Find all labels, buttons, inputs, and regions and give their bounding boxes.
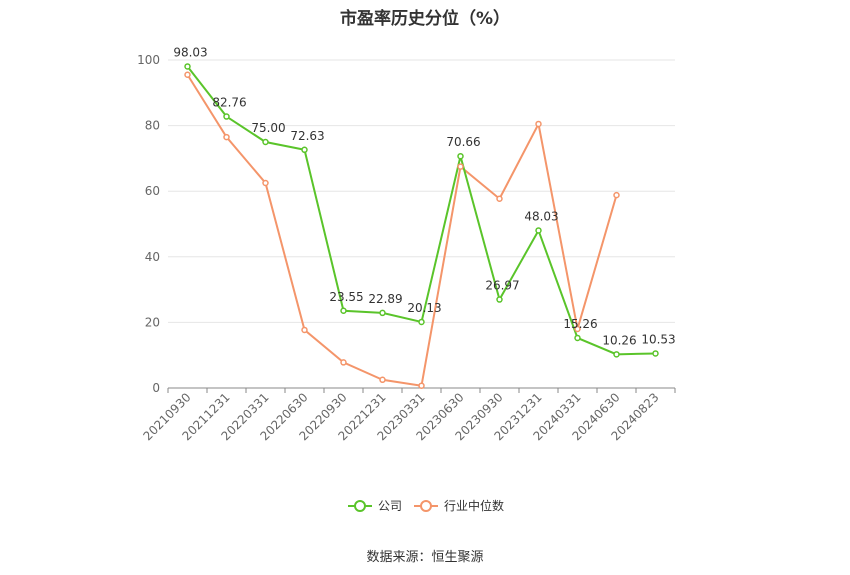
data-point: [418, 318, 425, 326]
y-tick-label: 20: [145, 315, 160, 329]
data-label: 70.66: [446, 135, 480, 149]
data-point: [496, 296, 503, 303]
legend-item: 公司: [348, 499, 402, 513]
y-tick-label: 60: [145, 184, 160, 198]
data-point: [574, 334, 581, 342]
legend-marker: [420, 500, 432, 512]
data-point: [496, 195, 503, 202]
y-tick-label: 100: [137, 53, 160, 67]
data-point: [457, 163, 464, 170]
data-point: [535, 120, 542, 128]
data-point: [652, 350, 659, 357]
data-label: 72.63: [290, 129, 324, 143]
data-point: [301, 326, 308, 334]
data-label: 75.00: [251, 121, 285, 135]
y-tick-label: 0: [152, 381, 160, 395]
data-point: [574, 325, 581, 333]
chart-title: 市盈率历史分位（%）: [339, 9, 511, 29]
data-point: [613, 351, 620, 358]
data-point: [457, 152, 464, 160]
y-tick-label: 80: [145, 119, 160, 133]
data-point: [535, 227, 542, 234]
legend-marker: [354, 500, 366, 512]
data-point: [262, 138, 269, 146]
data-point: [379, 309, 386, 317]
y-tick-label: 40: [145, 250, 160, 264]
y-axis: 0 20 40 60 80 100: [137, 53, 160, 395]
data-point: [184, 71, 191, 79]
data-point: [340, 307, 347, 315]
legend: 公司 行业中位数: [348, 498, 504, 513]
data-point: [340, 359, 347, 366]
data-label: 82.76: [212, 96, 246, 110]
data-source: 数据来源：恒生聚源: [366, 550, 484, 565]
data-label: 10.26: [602, 333, 636, 347]
series-line: [186, 74, 618, 387]
legend-label: 公司: [378, 499, 402, 513]
x-axis: 2021093020211231202203312022063020220930…: [141, 387, 676, 443]
data-label: 23.55: [329, 290, 363, 304]
data-labels: 98.03 82.76 75.00 72.63 23.55 22.89 20.13 70.66…: [173, 45, 675, 347]
data-point: [184, 63, 191, 70]
data-point: [223, 113, 230, 120]
data-point: [301, 146, 308, 154]
series-lines: [186, 65, 656, 387]
data-label: 20.13: [407, 301, 441, 315]
series-points: [184, 63, 659, 389]
data-label: 15.26: [563, 317, 597, 331]
data-point: [418, 382, 425, 389]
data-point: [262, 179, 269, 187]
legend-label: 行业中位数: [444, 498, 504, 513]
data-label: 26.97: [485, 279, 519, 293]
data-point: [379, 376, 386, 384]
data-label: 10.53: [641, 332, 675, 346]
data-point: [613, 191, 620, 199]
data-point: [223, 133, 230, 141]
data-label: 48.03: [524, 209, 558, 223]
legend-item: 行业中位数: [414, 498, 504, 513]
data-label: 98.03: [173, 45, 207, 59]
data-label: 22.89: [368, 292, 402, 306]
